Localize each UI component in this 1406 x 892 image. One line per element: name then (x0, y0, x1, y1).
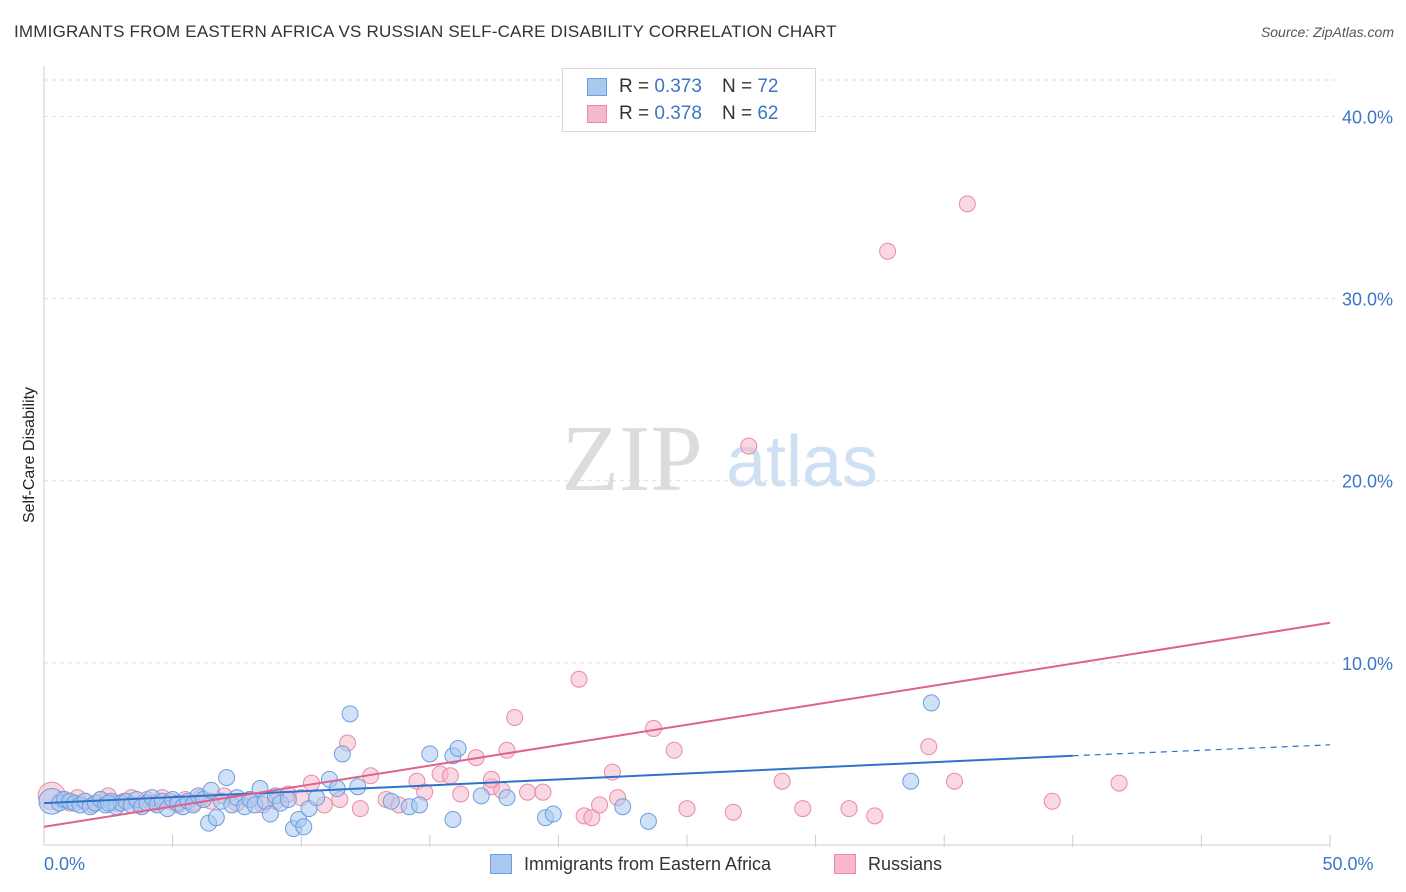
russians-point (452, 785, 470, 803)
legend-n-value: 62 (757, 103, 779, 124)
eastern-africa-trend-line (43, 754, 1073, 805)
y-axis-label: Self-Care Disability (21, 387, 38, 523)
tick-labels: 10.0% 20.0% 30.0% 40.0% 0.0% 50.0% (44, 107, 1393, 874)
eastern-africa-point (333, 745, 351, 763)
eastern-africa-point (341, 705, 359, 723)
y-tick-label: 10.0% (1342, 654, 1393, 674)
russians-point (351, 800, 369, 818)
y-tick-label: 20.0% (1342, 472, 1393, 492)
eastern-africa-point (902, 772, 920, 790)
eastern-africa-point (295, 818, 313, 836)
legend-row-russians: R = 0.378 N = 62 (587, 101, 778, 127)
eastern-africa-point (444, 811, 462, 828)
legend-r-label: R = (619, 76, 650, 97)
russians-point (591, 796, 609, 814)
eastern-africa-point (207, 809, 225, 827)
russians-point (534, 783, 552, 801)
russians-point (519, 783, 537, 801)
eastern-africa-point (411, 796, 429, 814)
eastern-africa-point (449, 739, 467, 757)
russians-point (483, 770, 501, 788)
bottom-legend-label: Immigrants from Eastern Africa (524, 853, 772, 874)
x-tick-label: 0.0% (44, 854, 85, 874)
legend-n-label: N = (721, 76, 753, 97)
eastern-africa-point (279, 790, 297, 808)
russians-point (920, 738, 938, 756)
russians-point (678, 800, 696, 818)
x-tick-label: 50.0% (1322, 854, 1373, 874)
y-tick-label: 40.0% (1342, 107, 1393, 127)
russians-point (840, 800, 858, 818)
russians-point (724, 803, 742, 821)
russians-point (945, 772, 963, 790)
russians-point (958, 195, 976, 213)
eastern-africa-point (421, 745, 439, 763)
bottom-legend-label: Russians (868, 853, 943, 874)
russians-trend-line (43, 621, 1331, 828)
legend-n-label: N = (721, 103, 753, 124)
y-tick-label: 30.0% (1342, 290, 1393, 310)
source-label: Source: ZipAtlas.com (1260, 24, 1394, 40)
eastern-africa-point (382, 792, 400, 810)
eastern-africa-point (639, 812, 657, 830)
russians-point (441, 767, 459, 785)
legend-swatch-pink (587, 105, 607, 123)
bottom-legend-eastern-africa: Immigrants from Eastern Africa (490, 852, 771, 876)
eastern-africa-point (614, 798, 632, 816)
eastern-africa-point (218, 769, 236, 787)
russians-point (1043, 792, 1061, 810)
axes (43, 66, 1331, 847)
russians-point (773, 772, 791, 790)
russians-point (794, 800, 812, 818)
legend-row-eastern-africa: R = 0.373 N = 72 (587, 74, 778, 100)
trend-lines (43, 621, 1331, 828)
gridlines (44, 79, 1335, 664)
eastern-africa-point (99, 794, 117, 812)
eastern-africa-point (498, 789, 516, 807)
eastern-africa-point (349, 778, 367, 796)
eastern-africa-point (261, 805, 279, 823)
russians-point (1110, 774, 1128, 792)
russians-point (866, 807, 884, 825)
legend-swatch-blue (587, 78, 607, 96)
russians-point (665, 741, 683, 759)
chart-title: IMMIGRANTS FROM EASTERN AFRICA VS RUSSIA… (14, 22, 837, 41)
russians-point (498, 741, 516, 759)
watermark-atlas: atlas (726, 422, 878, 502)
russians-point (879, 242, 897, 260)
eastern-africa-point (544, 805, 562, 823)
watermark-zip: ZIP (562, 407, 703, 511)
bottom-legend-swatch-pink (834, 854, 856, 874)
eastern-africa-point (922, 694, 940, 712)
eastern-africa-point (308, 789, 326, 807)
legend-r-label: R = (619, 103, 650, 124)
bottom-legend-swatch-blue (490, 854, 512, 874)
russians-point (583, 809, 601, 827)
legend-n-value: 72 (757, 76, 779, 97)
eastern-africa-point (472, 787, 490, 805)
russians-point (506, 709, 524, 726)
legend-r-value: 0.378 (654, 103, 702, 124)
bottom-legend-russians: Russians (834, 852, 942, 876)
eastern-africa-trend-line-extension (1072, 744, 1331, 757)
russians-point (570, 670, 588, 688)
legend-r-value: 0.373 (654, 76, 702, 97)
russians-point (740, 437, 758, 455)
stats-legend: R = 0.373 N = 72 R = 0.378 N = 62 (562, 68, 816, 132)
